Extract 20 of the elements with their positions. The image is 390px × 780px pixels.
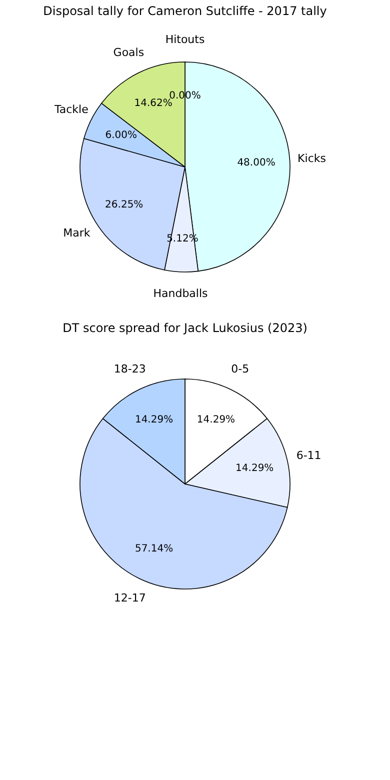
data-label: 14.29% [196, 414, 236, 426]
slice-label: 12-17 [114, 591, 146, 604]
slice-label: 18-23 [114, 362, 146, 376]
data-label: 26.25% [105, 199, 144, 210]
slice-label: Kicks [298, 152, 326, 166]
data-label: 14.62% [134, 98, 172, 109]
data-label: 48.00% [237, 158, 276, 169]
slice-label: Handballs [153, 286, 208, 300]
category-label: Hitouts [165, 33, 205, 46]
data-label: 14.29% [134, 414, 174, 426]
data-label: 57.14% [134, 543, 174, 554]
slice-label: Goals [113, 46, 144, 60]
slice-label: Mark [63, 226, 91, 240]
chart-title: Disposal tally for Cameron Sutcliffe - 2017 tally [43, 4, 327, 18]
chart-title: DT score spread for Jack Lukosius (2023) [62, 321, 308, 335]
data-label: 14.29% [236, 463, 274, 474]
slice-label: Tackle [53, 103, 89, 116]
slice-label: 6-11 [296, 448, 322, 462]
slice-label: 0-5 [231, 362, 250, 376]
data-label: 6.00% [105, 130, 138, 142]
